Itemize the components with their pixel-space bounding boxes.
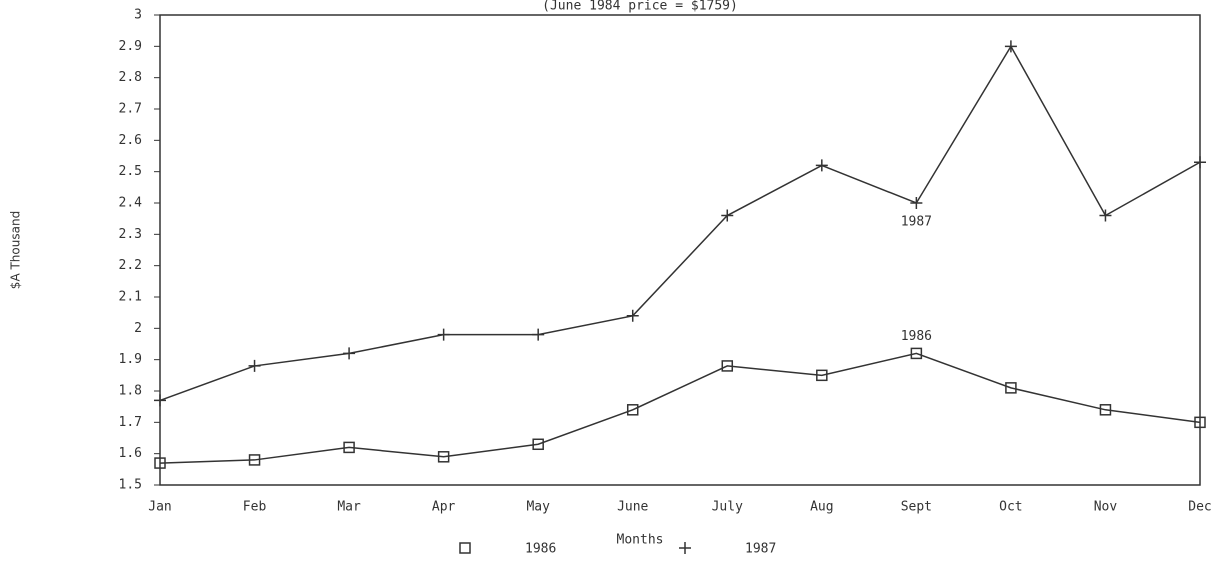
legend-item: 1986 xyxy=(459,542,556,557)
x-tick-label: May xyxy=(526,500,550,515)
x-tick-label: Jan xyxy=(148,500,171,515)
point-marker xyxy=(1194,156,1206,169)
point-marker xyxy=(721,209,734,222)
legend-marker xyxy=(459,542,471,554)
point-marker xyxy=(154,394,166,407)
legend-marker xyxy=(679,542,691,554)
x-tick-label: Feb xyxy=(243,500,267,515)
legend-item: 1987 xyxy=(679,542,776,557)
point-marker xyxy=(532,328,545,341)
point-marker xyxy=(532,438,544,451)
x-tick-label: Aug xyxy=(810,500,833,515)
y-tick-label: 2.9 xyxy=(119,39,142,54)
chart-subtitle: (June 1984 price = $1759) xyxy=(542,0,738,14)
point-marker xyxy=(721,360,734,372)
point-marker xyxy=(248,359,261,372)
series-line xyxy=(159,352,1201,464)
y-tick-label: 1.9 xyxy=(119,352,142,367)
point-marker xyxy=(1099,209,1112,222)
point-marker xyxy=(626,309,639,322)
y-tick-label: 2.7 xyxy=(119,102,142,117)
legend-label: 1987 xyxy=(745,542,776,557)
x-tick-label: Oct xyxy=(999,500,1022,515)
x-tick-label: Nov xyxy=(1094,500,1118,515)
y-tick-label: 3 xyxy=(134,8,142,23)
point-marker xyxy=(437,451,450,463)
point-marker xyxy=(626,404,639,416)
y-tick-label: 2.8 xyxy=(119,70,142,85)
y-tick-label: 2.5 xyxy=(119,164,142,179)
series-line xyxy=(159,44,1201,402)
x-axis-label: Months xyxy=(617,533,664,548)
plot-frame xyxy=(159,14,1201,486)
y-tick-label: 1.6 xyxy=(119,446,142,461)
point-marker xyxy=(437,328,450,341)
y-tick-label: 2.6 xyxy=(119,133,142,148)
annotation: 1987 xyxy=(901,215,932,230)
x-tick-label: Sept xyxy=(901,500,932,515)
y-tick-label: 2.4 xyxy=(119,196,143,211)
point-marker xyxy=(248,454,261,466)
point-marker xyxy=(816,369,828,382)
y-tick-label: 2.1 xyxy=(119,290,142,305)
y-tick-label: 2.3 xyxy=(119,227,142,242)
x-tick-label: July xyxy=(712,500,743,515)
point-marker xyxy=(1004,40,1017,53)
x-tick-label: June xyxy=(617,500,648,515)
point-marker xyxy=(343,441,355,454)
legend-label: 1986 xyxy=(525,542,556,557)
point-marker xyxy=(1005,382,1017,394)
point-marker xyxy=(910,347,923,360)
point-marker xyxy=(1194,416,1206,429)
x-tick-label: Dec xyxy=(1188,500,1211,515)
x-tick-label: Mar xyxy=(337,500,361,515)
y-tick-label: 1.5 xyxy=(119,478,142,493)
point-marker xyxy=(815,159,828,172)
y-axis-label: $A Thousand xyxy=(9,211,23,289)
point-marker xyxy=(1099,404,1112,416)
y-tick-label: 2 xyxy=(134,321,142,336)
point-marker xyxy=(910,197,923,209)
y-tick-label: 1.7 xyxy=(119,415,142,430)
y-tick-label: 2.2 xyxy=(119,258,142,273)
point-marker xyxy=(343,347,356,360)
y-tick-label: 1.8 xyxy=(119,384,142,399)
annotation: 1986 xyxy=(901,329,932,344)
x-tick-label: Apr xyxy=(432,500,456,515)
point-marker xyxy=(154,457,166,469)
